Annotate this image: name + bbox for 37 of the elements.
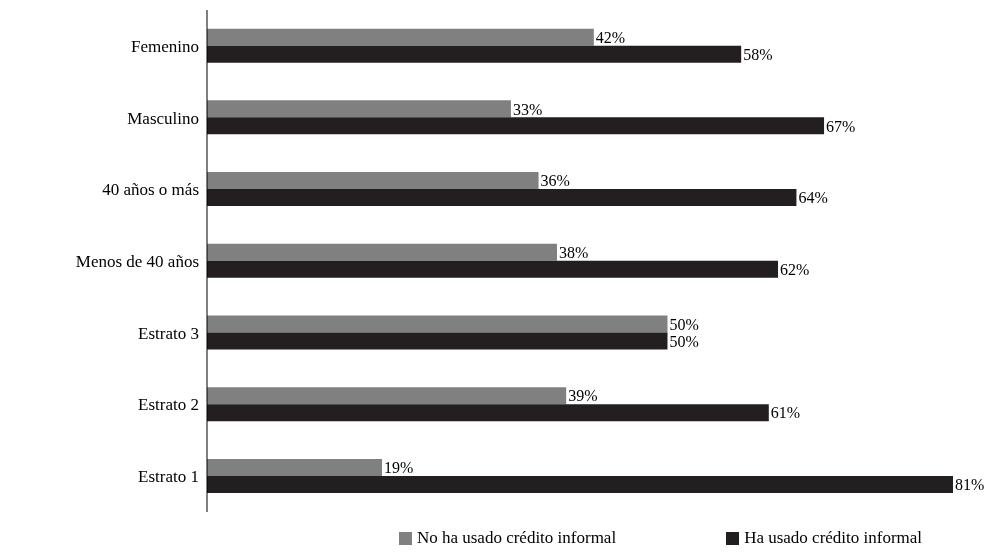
data-label: 36%: [540, 172, 570, 190]
bar: [207, 315, 668, 333]
data-label: 61%: [770, 404, 801, 422]
bar: [207, 404, 769, 422]
bar: [207, 100, 511, 118]
bar: [207, 387, 567, 405]
bar: [207, 260, 779, 278]
data-label: 38%: [558, 243, 589, 261]
bar: [207, 45, 742, 63]
legend-label: No ha usado crédito informal: [415, 528, 617, 548]
bar: [207, 475, 953, 493]
bar: [207, 458, 382, 476]
bar: [207, 189, 797, 207]
bar: [207, 172, 539, 190]
bar: [207, 28, 594, 46]
y-tick-label: Estrato 2: [138, 395, 199, 415]
y-tick-label: Masculino: [127, 108, 199, 128]
data-label: 62%: [780, 260, 810, 278]
y-tick-label: 40 años o más: [102, 180, 199, 200]
data-label: 33%: [512, 100, 543, 118]
bar: [207, 117, 825, 135]
y-tick-label: Menos de 40 años: [75, 252, 199, 272]
bar: [207, 243, 557, 261]
data-label: 81%: [955, 476, 985, 494]
data-label: 19%: [383, 459, 414, 477]
y-tick-label: Estrato 3: [138, 323, 199, 343]
y-tick-label: Femenino: [131, 36, 199, 56]
data-label: 50%: [669, 332, 699, 350]
data-label: 58%: [743, 45, 773, 63]
data-label: 50%: [669, 315, 699, 333]
data-label: 42%: [595, 28, 626, 46]
y-tick-label: Estrato 1: [138, 467, 199, 487]
data-label: 39%: [568, 387, 598, 405]
bar: [207, 332, 668, 350]
data-label: 67%: [826, 117, 856, 135]
legend-label: Ha usado crédito informal: [743, 528, 923, 548]
data-label: 64%: [798, 189, 828, 207]
